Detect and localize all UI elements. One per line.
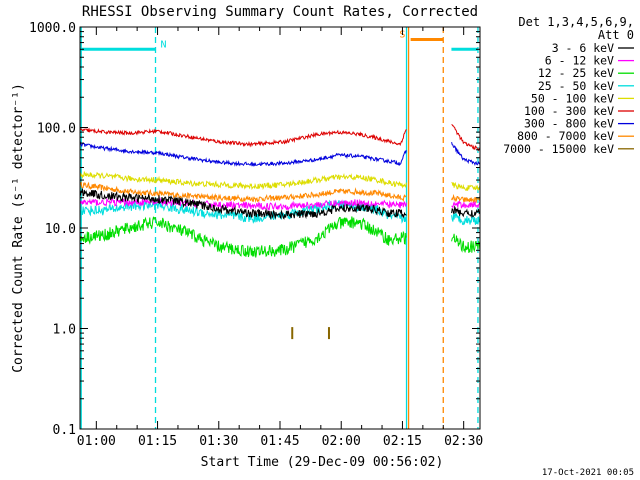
plot-area: NS <box>79 27 481 429</box>
series-2-line-0 <box>79 216 407 258</box>
legend-label-6: 300 - 800 keV <box>524 117 614 131</box>
x-tick-label-0: 01:00 <box>77 434 116 449</box>
x-tick-label-1: 01:15 <box>138 434 177 449</box>
annotation-label-1: S <box>399 30 405 41</box>
series-4-line-0 <box>79 170 407 191</box>
series-5-line-0 <box>79 127 407 148</box>
y-tick-label-1: 100.0 <box>37 122 76 137</box>
series-6-line-0 <box>79 141 407 167</box>
y-tick-label-3: 1.0 <box>53 323 76 338</box>
annotation-label-0: N <box>161 39 167 50</box>
legend-label-8: 7000 - 15000 keV <box>503 142 614 156</box>
legend-label-7: 800 - 7000 keV <box>517 129 614 143</box>
y-tick-label-2: 10.0 <box>45 222 76 237</box>
series-3-line-1 <box>451 211 480 226</box>
series-7-line-1 <box>451 193 481 204</box>
y-tick-label-0: 1000.0 <box>29 21 76 36</box>
legend-header-line-2: Att 0 <box>598 28 634 42</box>
legend-label-2: 12 - 25 keV <box>538 66 614 80</box>
series-1-line-1 <box>451 200 481 209</box>
x-axis-label: Start Time (29-Dec-09 00:56:02) <box>201 455 444 470</box>
x-tick-label-2: 01:30 <box>199 434 238 449</box>
legend-label-4: 50 - 100 keV <box>531 91 614 105</box>
legend-label-3: 25 - 50 keV <box>538 79 614 93</box>
legend-header-line-1: Det 1,3,4,5,6,9, <box>518 15 634 29</box>
series-0-line-1 <box>451 205 481 218</box>
legend-label-1: 6 - 12 keV <box>545 54 614 68</box>
x-tick-label-3: 01:45 <box>260 434 299 449</box>
x-tick-label-5: 02:15 <box>383 434 422 449</box>
x-tick-label-4: 02:00 <box>322 434 361 449</box>
legend-label-5: 100 - 300 keV <box>524 104 614 118</box>
series-5-line-1 <box>451 123 481 152</box>
series-2-line-1 <box>451 233 481 254</box>
y-tick-label-4: 0.1 <box>53 423 76 438</box>
chart-title: RHESSI Observing Summary Count Rates, Co… <box>82 4 478 20</box>
series-7-line-0 <box>79 181 407 203</box>
y-axis-label: Corrected Count Rate (s⁻¹ detector⁻¹) <box>11 83 26 373</box>
x-tick-label-6: 02:30 <box>444 434 483 449</box>
series-4-line-1 <box>451 181 481 191</box>
axes: 1000.0 100.0 10.0 1.0 0.101:00 01:15 01:30 01:4… <box>29 21 483 449</box>
series-6-line-1 <box>451 141 480 166</box>
legend-label-0: 3 - 6 keV <box>552 41 614 55</box>
footer-timestamp: 17-Oct-2021 00:05 <box>542 468 634 478</box>
series-0-line-0 <box>79 188 407 220</box>
